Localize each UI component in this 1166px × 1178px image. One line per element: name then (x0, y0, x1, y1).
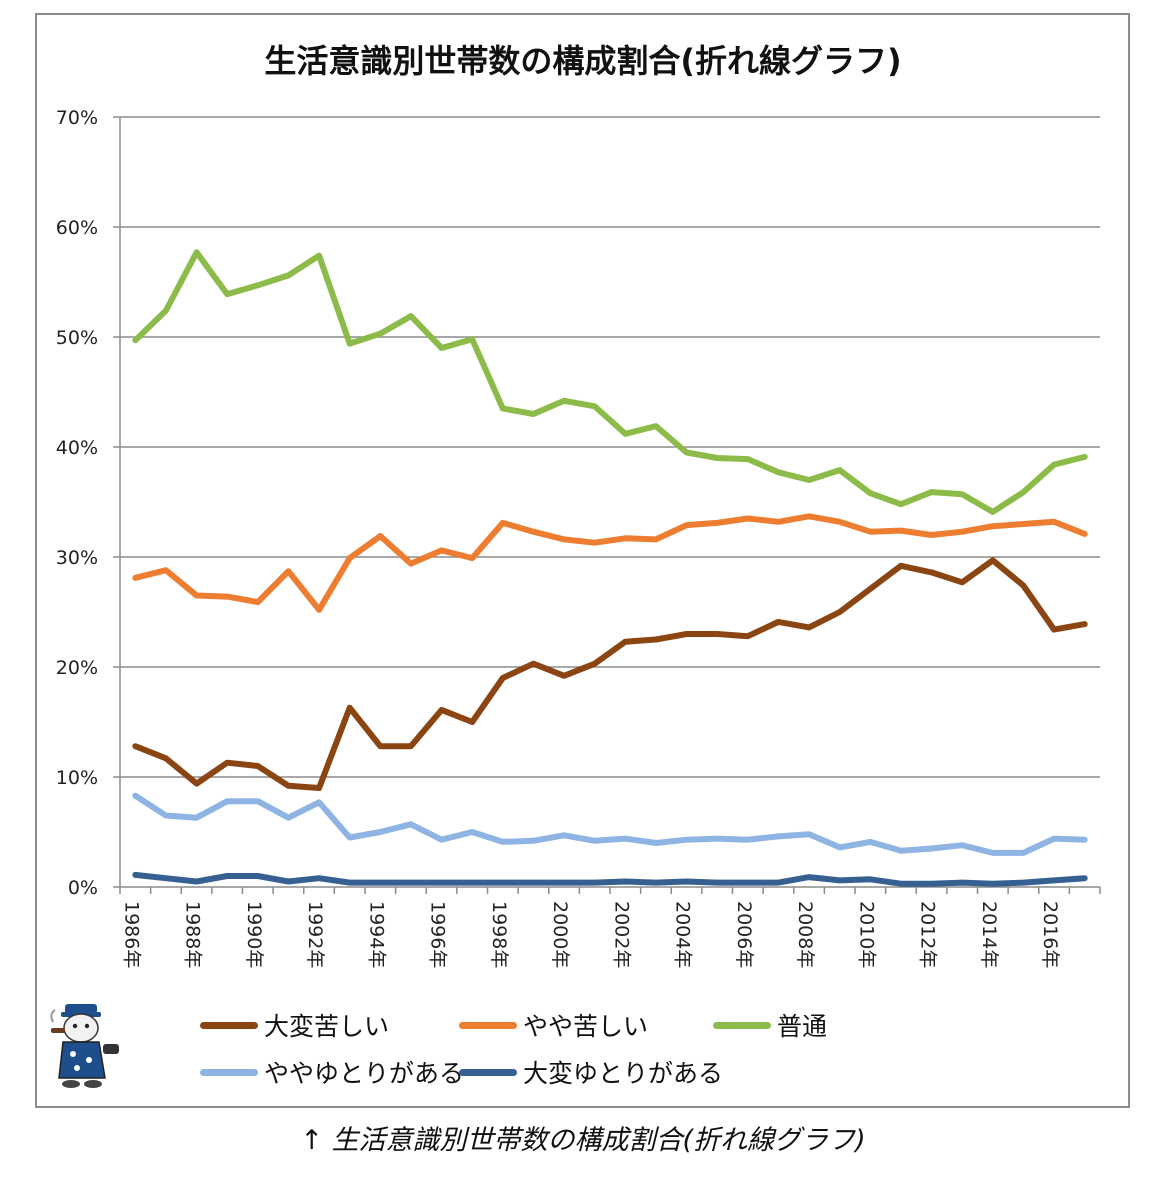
x-tick-label: 2002年 (610, 901, 632, 968)
chart-frame (35, 13, 1130, 1108)
legend-label-2: やや苦しい (523, 1012, 649, 1041)
x-tick-label: 2000年 (549, 901, 571, 968)
series-line-2 (132, 513, 1088, 613)
x-tick-label: 1994年 (365, 901, 387, 968)
y-tick-label: 70% (56, 107, 98, 129)
legend-swatch-4 (200, 1068, 258, 1076)
x-tick-label: 1986年 (120, 901, 142, 968)
legend-item-1: 大変苦しい (200, 1007, 389, 1043)
series-line-1 (132, 557, 1088, 791)
legend-label-1: 大変苦しい (264, 1012, 390, 1041)
series-line-3 (132, 249, 1088, 515)
series-lines (132, 249, 1088, 887)
y-tick-label: 0% (68, 877, 98, 899)
x-tick-label: 1992年 (304, 901, 326, 968)
legend-item-5: 大変ゆとりがある (459, 1054, 723, 1090)
legend-label-5: 大変ゆとりがある (523, 1059, 724, 1088)
x-tick-label: 2012年 (917, 901, 939, 968)
x-tick-label: 2004年 (672, 901, 694, 968)
y-tick-labels: 0% 10% 20% 30% 40% 50% 60% 70% (56, 107, 98, 899)
legend-item-2: やや苦しい (459, 1007, 648, 1043)
x-tick-label: 1990年 (243, 901, 265, 968)
series-line-4 (132, 792, 1088, 856)
figure-caption: ↑ 生活意識別世帯数の構成割合(折れ線グラフ) (0, 1118, 1166, 1157)
y-tick-label: 60% (56, 217, 98, 239)
x-tick-label: 1988年 (182, 901, 204, 968)
legend-swatch-2 (459, 1021, 517, 1029)
legend-label-4: ややゆとりがある (264, 1059, 465, 1088)
x-tick-label: 1996年 (427, 901, 449, 968)
caption-text: 生活意識別世帯数の構成割合(折れ線グラフ) (331, 1125, 866, 1156)
axes (113, 116, 1101, 894)
chart-title: 生活意識別世帯数の構成割合(折れ線グラフ) (264, 42, 901, 80)
x-tick-label: 1998年 (488, 901, 510, 968)
y-tick-label: 50% (56, 327, 98, 349)
legend-swatch-5 (459, 1068, 517, 1076)
legend-label-3: 普通 (777, 1012, 828, 1041)
x-tick-label: 2006年 (733, 901, 755, 968)
x-tick-label: 2016年 (1039, 901, 1061, 968)
series-line-5 (132, 871, 1088, 887)
x-tick-label: 2010年 (855, 901, 877, 968)
y-tick-label: 40% (56, 437, 98, 459)
x-tick-label: 2008年 (794, 901, 816, 968)
y-tick-label: 10% (56, 767, 98, 789)
legend-item-3: 普通 (713, 1007, 827, 1043)
x-tick-label: 2014年 (978, 901, 1000, 968)
mascot-illustration (50, 1004, 119, 1088)
caption-arrow: ↑ (300, 1125, 323, 1156)
line-chart: 生活意識別世帯数の構成割合(折れ線グラフ) 0% 10% 20% 30% 40% 50% 6… (56, 42, 1101, 968)
x-tick-labels: 1986年 1988年 1990年 1992年 1994年 1996年 1998年 2000年… (120, 901, 1061, 968)
y-tick-label: 30% (56, 547, 98, 569)
legend-swatch-3 (713, 1021, 771, 1029)
legend-swatch-1 (200, 1021, 258, 1029)
legend-item-4: ややゆとりがある (200, 1054, 464, 1090)
gridlines (120, 116, 1100, 888)
y-tick-label: 20% (56, 657, 98, 679)
